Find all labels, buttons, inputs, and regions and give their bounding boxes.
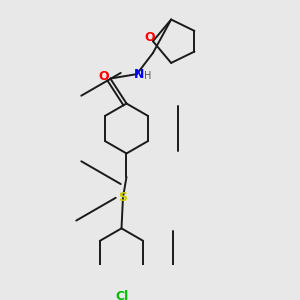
Text: H: H xyxy=(144,70,152,81)
Text: S: S xyxy=(118,191,127,204)
Text: O: O xyxy=(99,70,109,83)
Text: N: N xyxy=(134,68,144,81)
Text: O: O xyxy=(144,31,155,44)
Text: Cl: Cl xyxy=(115,290,128,300)
